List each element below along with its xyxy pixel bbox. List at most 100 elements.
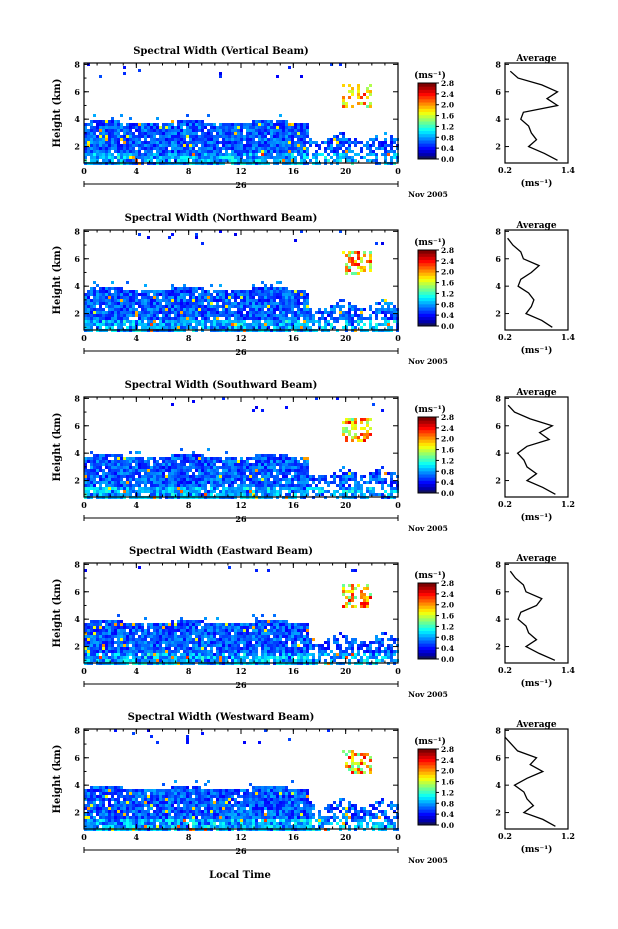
heatmap-cell: [198, 620, 201, 623]
x-tick-label: 16: [288, 333, 300, 343]
heatmap-cell: [240, 460, 243, 463]
heatmap-cell: [276, 302, 279, 305]
heatmap-cell: [147, 296, 150, 299]
heatmap-cell: [192, 293, 195, 296]
heatmap-cell: [96, 641, 99, 644]
heatmap-cell: [219, 478, 222, 481]
heatmap-cell: [114, 129, 117, 132]
heatmap-cell: [306, 135, 309, 138]
heatmap-cell: [276, 490, 279, 493]
heatmap-cell: [90, 308, 93, 311]
heatmap-cell: [219, 493, 222, 496]
heatmap-cell: [144, 132, 147, 135]
heatmap-cell: [150, 144, 153, 147]
heatmap-cell: [93, 156, 96, 159]
heatmap-cell: [171, 135, 174, 138]
heatmap-cell: [267, 475, 270, 478]
heatmap-cell: [195, 320, 198, 323]
heatmap-cell: [276, 317, 279, 320]
heatmap-cell: [204, 490, 207, 493]
heatmap-cell: [129, 623, 132, 626]
heatmap-cell: [162, 314, 165, 317]
heatmap-cell: [282, 293, 285, 296]
heatmap-cell: [135, 153, 138, 156]
heatmap-cell: [294, 290, 297, 293]
heatmap-cell: [243, 293, 246, 296]
heatmap-cell: [240, 656, 243, 659]
heatmap-cell: [294, 239, 297, 242]
heatmap-cell: [252, 120, 255, 123]
heatmap-cell: [171, 403, 174, 406]
heatmap-cell: [333, 475, 336, 478]
heatmap-cell: [354, 484, 357, 487]
heatmap-cell: [189, 126, 192, 129]
heatmap-cell: [129, 290, 132, 293]
heatmap-cell: [135, 451, 138, 454]
heatmap-cell: [300, 126, 303, 129]
heatmap-cell: [267, 126, 270, 129]
heatmap-cell: [264, 475, 267, 478]
heatmap-cell: [273, 135, 276, 138]
heatmap-cell: [210, 132, 213, 135]
heatmap-cell: [159, 659, 162, 662]
heatmap-cell: [201, 629, 204, 632]
heatmap-cell: [198, 138, 201, 141]
heatmap-cell: [219, 326, 222, 329]
heatmap-cell: [114, 150, 117, 153]
heatmap-cell: [303, 317, 306, 320]
heatmap-cell: [357, 141, 360, 144]
heatmap-cell: [183, 132, 186, 135]
heatmap-cell: [252, 409, 255, 412]
heatmap-cell: [231, 144, 234, 147]
heatmap-cell: [111, 629, 114, 632]
average-y-tick-label: 4: [495, 281, 501, 291]
heatmap-cell: [135, 311, 138, 314]
heatmap-cell: [183, 123, 186, 126]
heatmap-cell: [198, 469, 201, 472]
colorbar-segment: [418, 477, 436, 481]
heatmap-cell: [123, 144, 126, 147]
heatmap-cell: [159, 656, 162, 659]
heatmap-cell: [201, 647, 204, 650]
heatmap-cell: [264, 472, 267, 475]
heatmap-cell: [210, 129, 213, 132]
heatmap-cell: [117, 644, 120, 647]
heatmap-cell: [255, 290, 258, 293]
heatmap-cell: [120, 138, 123, 141]
average-frame: [504, 62, 569, 164]
heatmap-cell: [114, 144, 117, 147]
heatmap-cell: [180, 141, 183, 144]
heatmap-cell: [177, 123, 180, 126]
heatmap-cell: [171, 120, 174, 123]
heatmap-cell: [174, 314, 177, 317]
colorbar-segment: [418, 92, 436, 97]
heatmap-cell: [111, 653, 114, 656]
heatmap-cell: [126, 478, 129, 481]
heatmap-cell: [114, 490, 117, 493]
heatmap-cell: [135, 144, 138, 147]
heatmap-cell: [183, 626, 186, 629]
heatmap-cell: [198, 484, 201, 487]
heatmap-cell: [354, 314, 357, 317]
heatmap-cell: [285, 457, 288, 460]
heatmap-cell: [87, 138, 90, 141]
heatmap-cell: [171, 284, 174, 287]
heatmap-cell: [135, 457, 138, 460]
heatmap-cell: [195, 490, 198, 493]
heatmap-cell: [168, 629, 171, 632]
heatmap-cell: [270, 302, 273, 305]
heatmap-cell: [222, 481, 225, 484]
heatmap-cell: [111, 296, 114, 299]
heatmap-cell: [105, 299, 108, 302]
heatmap-cell: [132, 647, 135, 650]
heatmap-cell: [171, 659, 174, 662]
heatmap-cell: [105, 290, 108, 293]
heatmap-cell: [138, 484, 141, 487]
heatmap-cell: [180, 320, 183, 323]
average-x-tick-label: 1.4: [561, 332, 575, 342]
heatmap-cell: [231, 638, 234, 641]
heatmap-cell: [342, 466, 345, 469]
heatmap-cell: [129, 478, 132, 481]
heatmap-cell: [159, 153, 162, 156]
heatmap-cell: [297, 463, 300, 466]
